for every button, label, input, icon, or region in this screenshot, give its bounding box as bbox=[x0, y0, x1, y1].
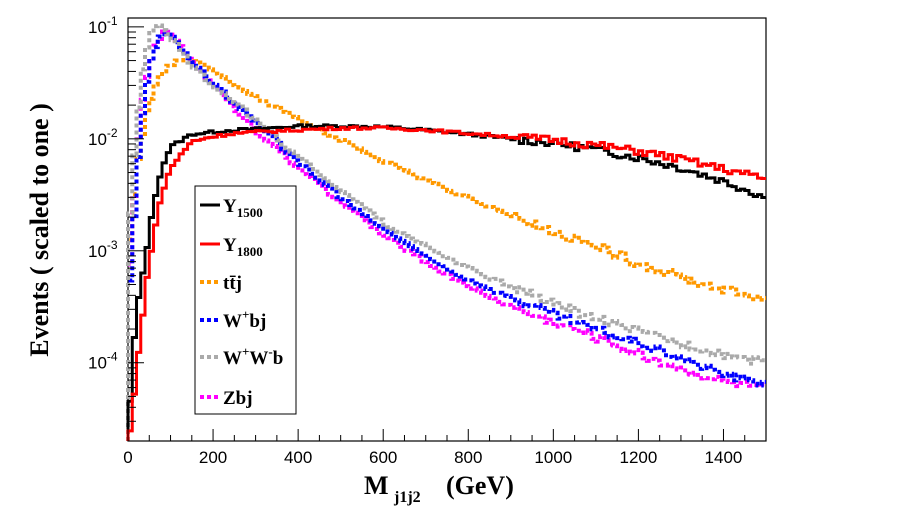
series-W+W-b bbox=[126, 23, 766, 441]
legend-label: Y1500 bbox=[223, 196, 263, 220]
x-tick-label: 800 bbox=[454, 448, 482, 467]
x-tick-label: 1200 bbox=[619, 448, 657, 467]
x-axis-title-main: M bbox=[364, 471, 389, 500]
y-tick-label: 10-2 bbox=[88, 126, 118, 149]
series-Y_1800 bbox=[126, 125, 766, 441]
y-tick-label: 10-1 bbox=[88, 14, 118, 37]
x-axis: 0 200 400 600 800 1000 1200 1400 bbox=[123, 429, 767, 467]
legend-label: Zbj bbox=[223, 388, 253, 409]
series-layer bbox=[126, 23, 766, 441]
x-axis-title: M j1j2 (GeV) bbox=[364, 471, 514, 506]
x-tick-label: 0 bbox=[123, 448, 132, 467]
x-axis-title-sub: j1j2 bbox=[393, 489, 421, 506]
legend-label: W+W-b bbox=[223, 344, 283, 369]
y-axis-title: Events ( scaled to one ) bbox=[25, 103, 54, 356]
y-tick-label: 10-4 bbox=[88, 350, 118, 373]
x-axis-title-unit: (GeV) bbox=[446, 471, 514, 500]
series-W+bj bbox=[126, 32, 766, 441]
x-tick-label: 1000 bbox=[534, 448, 572, 467]
series-ttbar_j bbox=[126, 57, 766, 441]
legend-box bbox=[194, 185, 297, 415]
x-tick-label: 200 bbox=[199, 448, 227, 467]
legend-label: tt̄j bbox=[223, 273, 242, 294]
y-tick-label: 10-3 bbox=[88, 238, 118, 261]
x-tick-label: 400 bbox=[284, 448, 312, 467]
legend-label: W+bj bbox=[223, 307, 266, 332]
series-Zbj bbox=[126, 29, 766, 441]
legend-label: Y1800 bbox=[223, 235, 263, 259]
x-tick-label: 600 bbox=[369, 448, 397, 467]
legend: Y1500 Y1800 tt̄j W+bj W+W-b Zbj bbox=[194, 185, 297, 415]
x-tick-label: 1400 bbox=[705, 448, 743, 467]
y-axis: 10-1 10-2 10-3 10-4 bbox=[88, 14, 144, 442]
